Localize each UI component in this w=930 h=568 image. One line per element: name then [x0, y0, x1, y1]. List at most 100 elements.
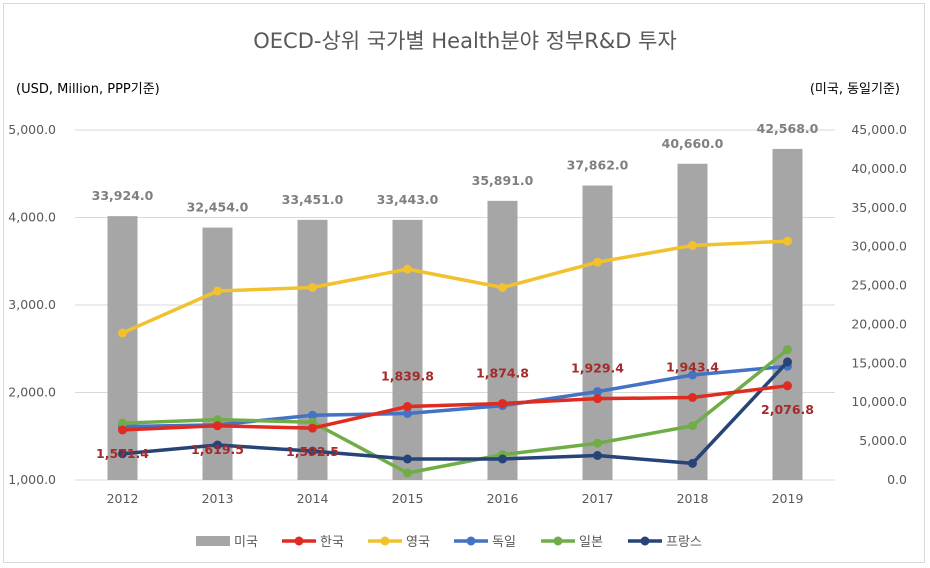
line-point — [403, 264, 412, 274]
line-point — [213, 415, 222, 425]
line-point — [213, 440, 222, 450]
chart-title: OECD-상위 국가별 Health분야 정부R&D 투자 — [253, 29, 677, 53]
line-path — [120, 364, 790, 429]
legend-marker — [466, 536, 476, 546]
line-point — [403, 468, 412, 478]
line-point — [118, 418, 127, 428]
korea-data-label: 1,839.8 — [381, 369, 434, 384]
line-point — [593, 438, 602, 448]
bar-usa-2013 — [202, 227, 233, 480]
line-point — [213, 421, 222, 431]
bar-usa-2015 — [392, 219, 423, 481]
line-point — [783, 381, 792, 391]
bar-data-label: 33,443.0 — [377, 192, 439, 207]
line-series-group — [118, 236, 792, 478]
line-point — [403, 402, 412, 412]
korea-data-label: 1,619.5 — [191, 442, 244, 457]
korea-data-label: 2,076.8 — [761, 402, 814, 417]
line-point — [308, 410, 317, 420]
legend-item-영국: 영국 — [368, 535, 430, 550]
line-point — [308, 283, 317, 292]
line-point — [308, 446, 317, 456]
legend: 미국 한국 영국 독일 일본 프랑스 — [196, 535, 702, 550]
line-point — [498, 454, 507, 464]
legend-item-미국: 미국 — [196, 535, 258, 550]
line-point — [783, 236, 792, 246]
right-tick-label: 5,000.0 — [859, 433, 907, 448]
x-tick-label: 2013 — [202, 491, 234, 506]
x-tick-label: 2014 — [297, 491, 329, 506]
bar-data-label: 32,454.0 — [187, 200, 249, 215]
line-point — [783, 357, 792, 367]
legend-item-일본: 일본 — [541, 535, 603, 550]
line-point — [213, 286, 222, 296]
chart-frame — [3, 3, 925, 563]
right-tick-label: 0.0 — [887, 472, 907, 487]
bar-data-labels: 33,924.0 32,454.0 33,451.0 33,443.0 35,891.0… — [92, 121, 819, 215]
right-tick-label: 20,000.0 — [851, 316, 907, 331]
line-series-영국 — [118, 236, 792, 338]
line-point — [498, 283, 507, 292]
x-tick-label: 2015 — [392, 491, 424, 506]
legend-marker — [294, 536, 304, 546]
bar-usa-2014 — [297, 219, 328, 480]
x-tick-label: 2019 — [772, 491, 804, 506]
line-point — [118, 328, 127, 338]
legend-label: 한국 — [320, 535, 344, 550]
line-path — [120, 360, 790, 466]
line-series-한국 — [118, 381, 792, 435]
korea-data-labels: 1,571.4 1,619.5 1,592.5 1,839.8 1,874.8 1,929… — [96, 359, 814, 461]
x-tick-label: 2016 — [487, 491, 519, 506]
line-point — [308, 423, 317, 433]
left-tick-label: 3,000.0 — [8, 297, 56, 312]
bar-usa-2012 — [107, 216, 138, 480]
right-tick-label: 40,000.0 — [851, 161, 907, 176]
line-point — [688, 421, 697, 431]
legend-swatch — [196, 536, 230, 546]
x-tick-label: 2017 — [582, 491, 614, 506]
legend-marker — [380, 536, 390, 546]
legend-marker — [553, 536, 563, 546]
line-point — [783, 345, 792, 355]
bar-series-usa — [107, 148, 803, 481]
bar-usa-2016 — [487, 200, 518, 480]
legend-marker — [640, 536, 650, 546]
left-tick-label: 5,000.0 — [8, 122, 56, 137]
line-point — [593, 257, 602, 267]
korea-data-label: 1,943.4 — [666, 359, 719, 374]
legend-label: 미국 — [234, 535, 258, 550]
bar-usa-2019 — [772, 148, 803, 480]
legend-item-프랑스: 프랑스 — [628, 535, 702, 550]
line-point — [688, 370, 697, 380]
line-point — [403, 409, 412, 418]
line-point — [593, 387, 602, 397]
x-tick-label: 2018 — [677, 491, 709, 506]
legend-item-한국: 한국 — [282, 535, 344, 550]
line-point — [118, 425, 127, 435]
right-tick-label: 35,000.0 — [851, 200, 907, 215]
bar-data-label: 37,862.0 — [567, 158, 629, 173]
line-series-프랑스 — [118, 357, 792, 468]
bar-data-label: 40,660.0 — [662, 136, 724, 151]
bar-usa-2017 — [582, 185, 613, 481]
korea-data-label: 1,592.5 — [286, 444, 339, 459]
line-path — [120, 347, 790, 475]
line-point — [688, 392, 697, 402]
x-axis-ticks: 2012 2013 2014 2015 2016 2017 2018 2019 — [107, 491, 804, 506]
line-point — [593, 394, 602, 404]
right-tick-label: 45,000.0 — [851, 122, 907, 137]
right-axis-ticks: 0.0 5,000.0 10,000.0 15,000.0 20,000.0 25,000… — [851, 122, 907, 487]
line-point — [688, 458, 697, 468]
left-axis-unit: (USD, Million, PPP기준) — [16, 82, 160, 97]
line-point — [593, 451, 602, 460]
left-tick-label: 4,000.0 — [8, 210, 56, 225]
korea-data-label: 1,571.4 — [96, 446, 149, 461]
bar-data-label: 33,451.0 — [282, 192, 344, 207]
right-tick-label: 30,000.0 — [851, 239, 907, 254]
bar-data-label: 42,568.0 — [757, 121, 819, 136]
korea-data-label: 1,874.8 — [476, 365, 529, 380]
legend-label: 일본 — [579, 535, 603, 550]
legend-label: 프랑스 — [666, 535, 702, 550]
left-tick-label: 2,000.0 — [8, 385, 56, 400]
line-point — [403, 454, 412, 464]
